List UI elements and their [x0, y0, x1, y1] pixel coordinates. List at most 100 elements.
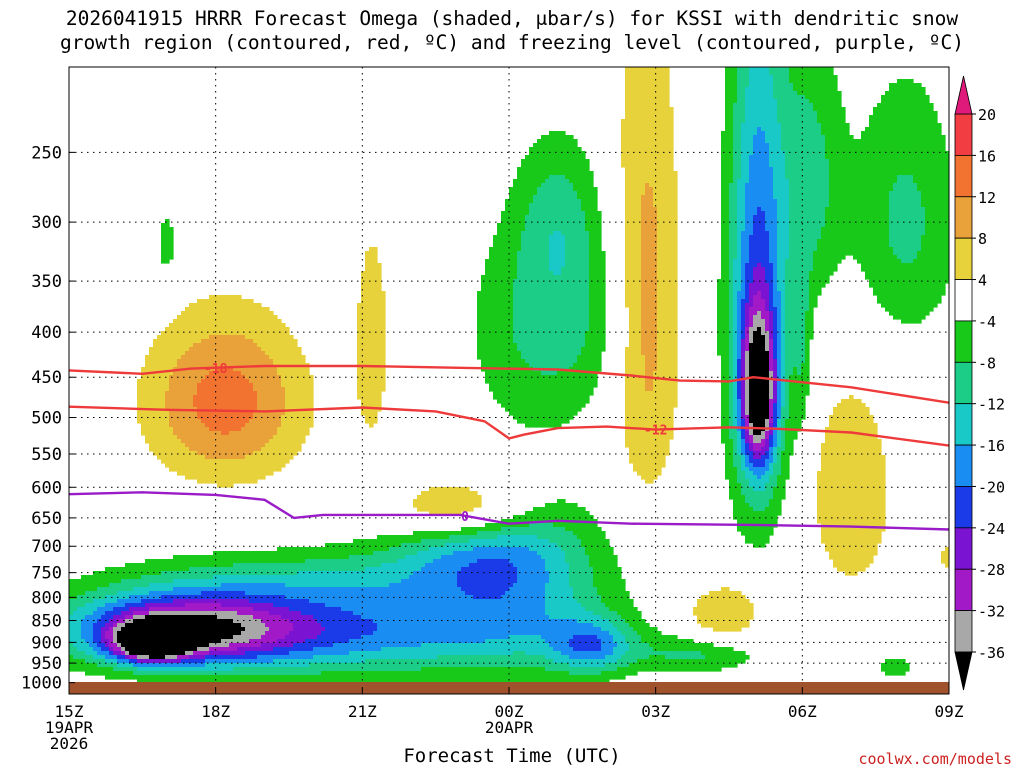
- omega-cell: [725, 255, 730, 260]
- omega-cell: [481, 303, 486, 308]
- omega-cell: [797, 71, 802, 76]
- omega-cell: [537, 143, 542, 148]
- omega-cell: [797, 127, 802, 132]
- omega-cell: [845, 155, 850, 160]
- omega-cell: [769, 299, 774, 304]
- omega-cell: [645, 87, 650, 92]
- omega-cell: [801, 83, 806, 88]
- omega-cell: [541, 203, 546, 208]
- omega-cell: [625, 215, 630, 220]
- omega-cell: [769, 123, 774, 128]
- omega-cell: [885, 263, 890, 268]
- omega-cell: [661, 143, 666, 148]
- omega-cell: [897, 111, 902, 116]
- omega-cell: [577, 239, 582, 244]
- omega-cell: [589, 287, 594, 292]
- omega-cell: [785, 191, 790, 196]
- omega-cell: [793, 155, 798, 160]
- omega-cell: [573, 203, 578, 208]
- omega-cell: [933, 291, 938, 296]
- omega-cell: [161, 255, 166, 260]
- omega-cell: [773, 199, 778, 204]
- omega-cell: [641, 175, 646, 180]
- omega-cell: [749, 115, 754, 120]
- omega-cell: [833, 259, 838, 264]
- omega-cell: [521, 267, 526, 272]
- omega-cell: [793, 95, 798, 100]
- omega-cell: [741, 279, 746, 284]
- omega-cell: [789, 163, 794, 168]
- omega-cell: [841, 235, 846, 240]
- omega-cell: [849, 175, 854, 180]
- omega-cell: [893, 139, 898, 144]
- omega-cell: [857, 195, 862, 200]
- omega-cell: [909, 215, 914, 220]
- omega-cell: [737, 123, 742, 128]
- omega-cell: [817, 283, 822, 288]
- omega-cell: [837, 219, 842, 224]
- omega-cell: [513, 299, 518, 304]
- omega-cell: [933, 143, 938, 148]
- omega-cell: [665, 119, 670, 124]
- omega-cell: [773, 91, 778, 96]
- omega-cell: [801, 215, 806, 220]
- omega-cell: [545, 279, 550, 284]
- omega-cell: [877, 299, 882, 304]
- omega-cell: [737, 235, 742, 240]
- omega-cell: [865, 251, 870, 256]
- omega-cell: [833, 235, 838, 240]
- omega-cell: [853, 151, 858, 156]
- omega-cell: [369, 251, 374, 256]
- omega-cell: [737, 259, 742, 264]
- omega-cell: [785, 287, 790, 292]
- omega-cell: [817, 83, 822, 88]
- omega-cell: [589, 299, 594, 304]
- omega-cell: [937, 287, 942, 292]
- omega-cell: [625, 67, 630, 72]
- omega-cell: [873, 127, 878, 132]
- omega-cell: [801, 267, 806, 272]
- omega-cell: [561, 259, 566, 264]
- omega-cell: [629, 199, 634, 204]
- omega-cell: [901, 299, 906, 304]
- omega-cell: [837, 187, 842, 192]
- omega-cell: [717, 287, 722, 292]
- omega-cell: [901, 239, 906, 244]
- omega-cell: [821, 151, 826, 156]
- omega-cell: [749, 303, 754, 308]
- omega-cell: [545, 207, 550, 212]
- omega-cell: [729, 299, 734, 304]
- omega-cell: [913, 287, 918, 292]
- omega-cell: [597, 263, 602, 268]
- omega-cell: [633, 203, 638, 208]
- omega-cell: [825, 279, 830, 284]
- omega-cell: [673, 247, 678, 252]
- omega-cell: [801, 199, 806, 204]
- omega-cell: [657, 99, 662, 104]
- omega-cell: [753, 203, 758, 208]
- omega-cell: [833, 171, 838, 176]
- omega-cell: [861, 187, 866, 192]
- omega-cell: [853, 219, 858, 224]
- omega-cell: [633, 251, 638, 256]
- omega-cell: [497, 299, 502, 304]
- omega-cell: [569, 199, 574, 204]
- omega-cell: [813, 71, 818, 76]
- omega-cell: [513, 303, 518, 308]
- omega-cell: [629, 239, 634, 244]
- omega-cell: [621, 155, 626, 160]
- omega-cell: [565, 255, 570, 260]
- omega-cell: [577, 243, 582, 248]
- omega-cell: [781, 267, 786, 272]
- omega-cell: [765, 123, 770, 128]
- omega-cell: [765, 203, 770, 208]
- omega-cell: [669, 263, 674, 268]
- omega-cell: [633, 279, 638, 284]
- omega-cell: [749, 79, 754, 84]
- omega-cell: [649, 199, 654, 204]
- omega-cell: [737, 155, 742, 160]
- omega-cell: [921, 299, 926, 304]
- omega-cell: [549, 263, 554, 268]
- omega-cell: [893, 303, 898, 308]
- omega-cell: [765, 111, 770, 116]
